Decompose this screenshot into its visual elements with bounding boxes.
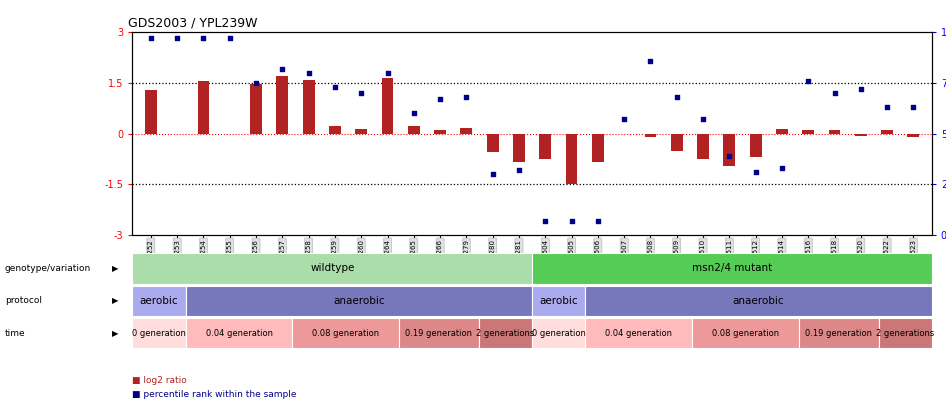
Bar bbox=[539, 134, 552, 159]
Bar bbox=[292, 318, 399, 348]
Text: ▶: ▶ bbox=[112, 264, 118, 273]
Bar bbox=[356, 129, 367, 134]
Point bbox=[853, 86, 868, 92]
Bar bbox=[479, 318, 532, 348]
Bar bbox=[399, 318, 479, 348]
Text: 0.04 generation: 0.04 generation bbox=[605, 328, 673, 338]
Bar bbox=[798, 318, 879, 348]
Text: ■ percentile rank within the sample: ■ percentile rank within the sample bbox=[132, 390, 297, 399]
Bar bbox=[461, 128, 472, 134]
Point bbox=[301, 70, 316, 76]
Text: 2 generations: 2 generations bbox=[876, 328, 935, 338]
Bar bbox=[381, 78, 394, 134]
Point bbox=[274, 66, 289, 72]
Bar bbox=[185, 286, 532, 316]
Bar bbox=[185, 318, 292, 348]
Text: 2 generations: 2 generations bbox=[477, 328, 534, 338]
Point bbox=[537, 217, 552, 224]
Bar bbox=[802, 130, 815, 134]
Text: msn2/4 mutant: msn2/4 mutant bbox=[692, 263, 772, 273]
Bar bbox=[855, 134, 867, 136]
Text: wildtype: wildtype bbox=[310, 263, 355, 273]
Bar bbox=[879, 318, 932, 348]
Point bbox=[512, 167, 527, 173]
Bar bbox=[907, 134, 920, 137]
Point bbox=[327, 84, 342, 90]
Text: 0.19 generation: 0.19 generation bbox=[805, 328, 872, 338]
Bar bbox=[592, 134, 604, 162]
Text: time: time bbox=[5, 328, 26, 338]
Text: protocol: protocol bbox=[5, 296, 42, 305]
Point bbox=[485, 171, 500, 177]
Point bbox=[406, 110, 421, 117]
Bar bbox=[408, 126, 420, 134]
Bar bbox=[250, 84, 262, 134]
Bar bbox=[276, 76, 289, 134]
Point bbox=[906, 104, 921, 111]
Point bbox=[249, 80, 264, 86]
Point bbox=[880, 104, 895, 111]
Point bbox=[800, 78, 815, 84]
Bar bbox=[487, 134, 499, 152]
Bar bbox=[566, 134, 577, 184]
Point bbox=[748, 169, 763, 175]
Point bbox=[590, 217, 605, 224]
Bar bbox=[132, 253, 532, 284]
Text: 0.04 generation: 0.04 generation bbox=[205, 328, 272, 338]
Bar bbox=[434, 130, 446, 134]
Point bbox=[143, 35, 158, 42]
Bar bbox=[586, 318, 692, 348]
Bar bbox=[532, 286, 586, 316]
Bar bbox=[132, 286, 185, 316]
Bar bbox=[329, 126, 341, 134]
Point bbox=[196, 35, 211, 42]
Text: 0.08 generation: 0.08 generation bbox=[312, 328, 379, 338]
Point bbox=[617, 116, 632, 123]
Point bbox=[643, 58, 658, 64]
Bar bbox=[198, 81, 209, 134]
Bar bbox=[692, 318, 798, 348]
Text: aerobic: aerobic bbox=[140, 296, 179, 306]
Bar bbox=[132, 318, 185, 348]
Point bbox=[827, 90, 842, 96]
Point bbox=[169, 35, 184, 42]
Text: 0.19 generation: 0.19 generation bbox=[406, 328, 472, 338]
Point bbox=[722, 153, 737, 159]
Bar bbox=[829, 130, 840, 134]
Point bbox=[775, 165, 790, 171]
Text: ▶: ▶ bbox=[112, 328, 118, 338]
Bar bbox=[145, 90, 157, 134]
Bar bbox=[586, 286, 932, 316]
Point bbox=[459, 94, 474, 100]
Bar bbox=[532, 253, 932, 284]
Point bbox=[669, 94, 684, 100]
Bar bbox=[697, 134, 709, 159]
Text: anaerobic: anaerobic bbox=[333, 296, 385, 306]
Text: ▶: ▶ bbox=[112, 296, 118, 305]
Point bbox=[380, 70, 395, 76]
Text: genotype/variation: genotype/variation bbox=[5, 264, 91, 273]
Text: 0 generation: 0 generation bbox=[532, 328, 586, 338]
Bar bbox=[750, 134, 762, 157]
Text: anaerobic: anaerobic bbox=[733, 296, 784, 306]
Text: GDS2003 / YPL239W: GDS2003 / YPL239W bbox=[129, 17, 258, 30]
Point bbox=[564, 217, 579, 224]
Point bbox=[695, 116, 710, 123]
Text: 0.08 generation: 0.08 generation bbox=[711, 328, 779, 338]
Bar bbox=[513, 134, 525, 162]
Bar bbox=[724, 134, 735, 166]
Point bbox=[354, 90, 369, 96]
Text: ■ log2 ratio: ■ log2 ratio bbox=[132, 376, 187, 385]
Bar bbox=[776, 129, 788, 134]
Bar bbox=[644, 134, 657, 137]
Bar bbox=[532, 318, 586, 348]
Point bbox=[432, 96, 447, 102]
Bar bbox=[303, 80, 314, 134]
Bar bbox=[881, 130, 893, 134]
Point bbox=[222, 35, 237, 42]
Text: aerobic: aerobic bbox=[539, 296, 578, 306]
Text: 0 generation: 0 generation bbox=[132, 328, 186, 338]
Bar bbox=[671, 134, 683, 151]
